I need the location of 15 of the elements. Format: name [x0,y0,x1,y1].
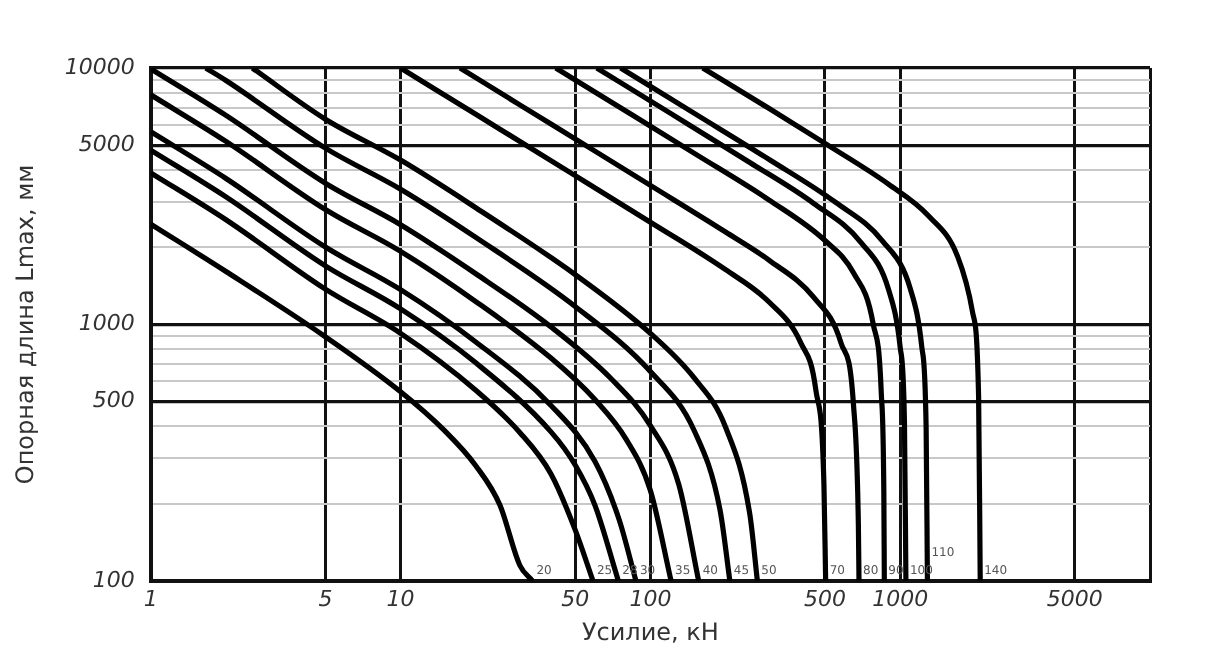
x-tick-label: 10 [386,585,415,612]
x-tick-label: 1 [143,585,158,612]
x-tick-label: 50 [561,585,590,612]
y-tick-label: 10000 [64,53,135,80]
x-axis-title: Усилие, кН [581,617,719,646]
x-tick-label: 5 [318,585,333,612]
y-tick-label: 5000 [78,130,135,157]
y-axis-title: Опорная длина Lmax, мм [10,164,39,485]
y-tick-label: 100 [92,566,135,593]
x-tick-label: 100 [629,585,672,612]
x-tick-label: 1000 [872,585,929,612]
y-tick-label: 1000 [78,310,135,337]
x-tick-label: 500 [804,585,846,612]
y-tick-label: 500 [92,387,135,414]
x-tick-label: 5000 [1046,585,1103,612]
